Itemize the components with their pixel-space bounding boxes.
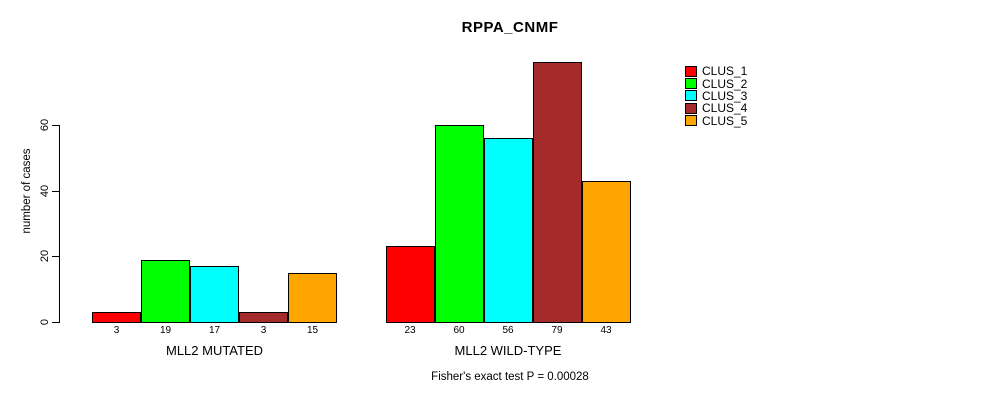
y-axis-tick-label: 20 bbox=[39, 250, 51, 263]
legend-item-clus_5: CLUS_5 bbox=[685, 115, 747, 127]
y-axis-tick bbox=[52, 322, 59, 323]
bar-value-label: 3 bbox=[113, 325, 120, 336]
chart-title: RPPA_CNMF bbox=[461, 19, 559, 36]
legend-item-clus_3: CLUS_3 bbox=[685, 90, 747, 102]
bar-value-label: 3 bbox=[260, 325, 267, 336]
legend-label: CLUS_5 bbox=[702, 113, 748, 128]
y-axis-tick bbox=[52, 124, 59, 126]
bar-value-label: 43 bbox=[600, 325, 612, 336]
bar-clus_4-group2 bbox=[532, 62, 582, 323]
legend-label: CLUS_3 bbox=[702, 88, 748, 103]
bar-clus_5-group2 bbox=[581, 181, 631, 323]
y-axis-tick bbox=[52, 256, 59, 258]
bar-value-label: 23 bbox=[404, 325, 416, 336]
bar-clus_4-group1 bbox=[239, 312, 288, 323]
y-axis-tick-label: 60 bbox=[39, 118, 51, 131]
y-axis-tick-label: 0 bbox=[39, 318, 51, 326]
legend-swatch-icon bbox=[685, 102, 697, 114]
bar-value-label: 17 bbox=[208, 325, 221, 336]
y-axis-tick-label: 40 bbox=[39, 184, 51, 197]
legend-item-clus_4: CLUS_4 bbox=[685, 102, 747, 114]
bar-clus_1-group1 bbox=[92, 312, 141, 323]
y-axis-line bbox=[59, 124, 60, 323]
bar-value-label: 79 bbox=[551, 325, 563, 336]
bar-clus_1-group2 bbox=[385, 246, 435, 323]
bar-clus_5-group1 bbox=[288, 273, 337, 323]
bar-clus_2-group1 bbox=[141, 260, 190, 323]
bar-value-label: 56 bbox=[502, 325, 514, 336]
bar-clus_3-group1 bbox=[190, 266, 239, 323]
y-axis-tick bbox=[52, 190, 59, 192]
legend-label: CLUS_1 bbox=[702, 64, 748, 79]
bar-value-label: 19 bbox=[159, 325, 172, 336]
bar-clus_2-group2 bbox=[434, 125, 484, 323]
legend-label: CLUS_2 bbox=[702, 76, 748, 91]
x-group-label: MLL2 WILD-TYPE bbox=[454, 343, 562, 358]
legend-item-clus_1: CLUS_1 bbox=[685, 65, 747, 77]
fisher-test-caption: Fisher's exact test P = 0.00028 bbox=[431, 371, 589, 383]
legend: CLUS_1 CLUS_2 CLUS_3 CLUS_4 CLUS_5 bbox=[685, 65, 747, 127]
legend-label: CLUS_4 bbox=[702, 101, 748, 116]
bar-clus_3-group2 bbox=[483, 138, 533, 323]
y-axis-label: number of cases bbox=[21, 148, 33, 234]
legend-swatch-icon bbox=[685, 90, 697, 102]
legend-swatch-icon bbox=[685, 65, 697, 77]
bar-value-label: 15 bbox=[306, 325, 319, 336]
legend-item-clus_2: CLUS_2 bbox=[685, 76, 748, 91]
x-group-label: MLL2 MUTATED bbox=[165, 343, 264, 358]
legend-swatch-icon bbox=[685, 115, 697, 127]
bar-value-label: 60 bbox=[453, 325, 465, 336]
legend-swatch-icon bbox=[685, 78, 697, 90]
